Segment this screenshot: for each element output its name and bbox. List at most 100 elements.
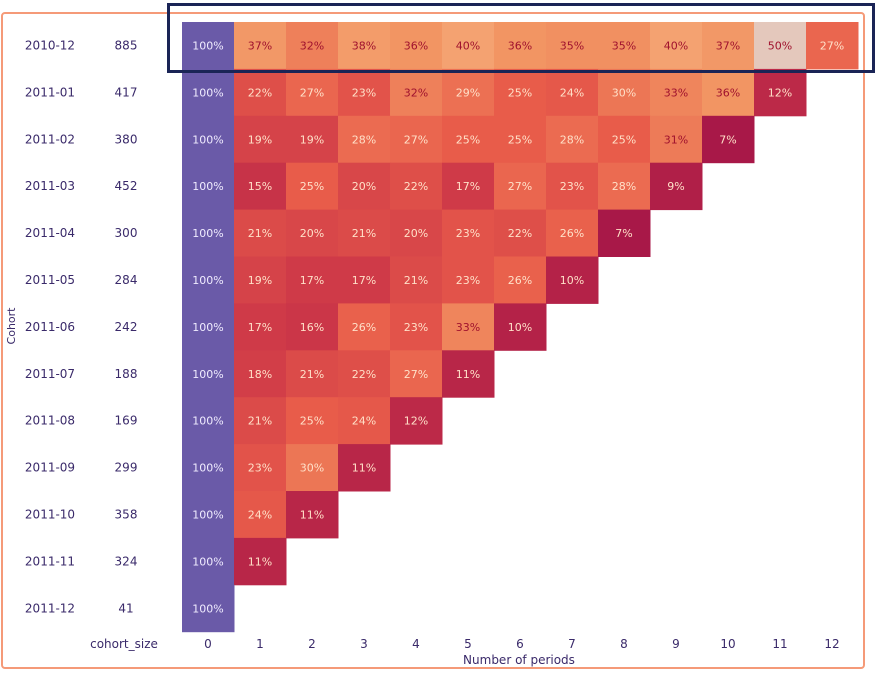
heatmap-cell <box>286 444 339 492</box>
heatmap-cell <box>182 444 235 492</box>
cohort-size-value: 299 <box>115 461 138 475</box>
heatmap-cell <box>182 209 235 257</box>
heatmap-cell <box>598 68 651 117</box>
cohort-label: 2011-07 <box>25 367 75 381</box>
cell-value-label: 19% <box>300 133 324 146</box>
x-axis-label: Number of periods <box>463 653 575 667</box>
cell-value-label: 11% <box>248 555 272 568</box>
cell-value-label: 27% <box>404 368 428 381</box>
cell-value-label: 17% <box>300 274 324 287</box>
cohort-label: 2011-04 <box>25 226 75 240</box>
cell-value-label: 24% <box>352 415 376 428</box>
heatmap-cell <box>182 537 235 586</box>
cell-value-label: 10% <box>508 321 532 334</box>
cell-value-label: 36% <box>404 39 428 52</box>
cell-value-label: 32% <box>300 39 324 52</box>
cell-value-label: 28% <box>560 133 584 146</box>
cell-value-label: 21% <box>352 227 376 240</box>
cohort-label: 2011-03 <box>25 179 75 193</box>
cell-value-label: 100% <box>192 555 223 568</box>
cell-value-label: 23% <box>560 180 584 193</box>
x-tick-label: 7 <box>568 637 576 651</box>
heatmap-cell <box>546 256 599 304</box>
heatmap-cell <box>546 68 599 117</box>
heatmap-cell <box>338 209 391 257</box>
cell-value-label: 28% <box>612 180 636 193</box>
cell-value-label: 23% <box>352 86 376 99</box>
cell-value-label: 100% <box>192 602 223 615</box>
heatmap-cell <box>182 350 235 398</box>
cohort-size-value: 885 <box>115 38 138 52</box>
heatmap-cell <box>702 68 755 117</box>
cell-value-label: 36% <box>508 39 532 52</box>
cell-value-label: 35% <box>612 39 636 52</box>
heatmap-cell <box>338 444 391 492</box>
cell-value-label: 15% <box>248 180 272 193</box>
cell-value-label: 36% <box>716 86 740 99</box>
heatmap-cell <box>494 115 547 164</box>
cohort-label: 2011-06 <box>25 320 75 334</box>
cell-value-label: 33% <box>456 321 480 334</box>
cohort-size-value: 358 <box>115 507 138 521</box>
heatmap-cell <box>286 22 339 70</box>
cell-value-label: 20% <box>300 227 324 240</box>
cohort-size-value: 452 <box>115 179 138 193</box>
cohort-label: 2010-12 <box>25 38 75 52</box>
cohort-size-value: 188 <box>115 367 138 381</box>
heatmap-cell <box>546 162 599 211</box>
heatmap-cell <box>338 115 391 164</box>
heatmap-cell <box>338 256 391 304</box>
cell-value-label: 21% <box>248 227 272 240</box>
cell-value-label: 17% <box>352 274 376 287</box>
cell-value-label: 20% <box>352 180 376 193</box>
cell-value-label: 40% <box>456 39 480 52</box>
heatmap-cell <box>650 115 703 164</box>
x-tick-label: 1 <box>256 637 264 651</box>
heatmap-cell <box>390 22 443 70</box>
cell-value-label: 100% <box>192 321 223 334</box>
heatmap-cell <box>286 162 339 211</box>
x-tick-label: 2 <box>308 637 316 651</box>
heatmap-cell <box>702 115 755 164</box>
heatmap-cell <box>702 22 755 70</box>
cell-value-label: 11% <box>456 368 480 381</box>
heatmap-cell <box>286 68 339 117</box>
cell-value-label: 18% <box>248 368 272 381</box>
heatmap-cell <box>234 350 287 398</box>
cell-value-label: 23% <box>456 227 480 240</box>
cell-value-label: 11% <box>352 462 376 475</box>
heatmap-cell <box>390 256 443 304</box>
cell-value-label: 100% <box>192 227 223 240</box>
cohort-size-value: 169 <box>115 414 138 428</box>
cohort-label: 2011-12 <box>25 601 75 615</box>
cell-value-label: 23% <box>248 462 272 475</box>
cohort-size-column-label: cohort_size <box>90 637 158 651</box>
heatmap-cell <box>338 397 391 445</box>
heatmap-cell <box>598 209 651 257</box>
heatmap-cell <box>338 22 391 70</box>
cohort-size-value: 300 <box>115 226 138 240</box>
cell-value-label: 21% <box>248 415 272 428</box>
heatmap-cell <box>390 209 443 257</box>
heatmap-cell <box>234 303 287 351</box>
cell-value-label: 22% <box>404 180 428 193</box>
heatmap-cell <box>442 303 495 351</box>
cell-value-label: 25% <box>456 133 480 146</box>
cell-value-label: 100% <box>192 274 223 287</box>
cell-value-label: 100% <box>192 368 223 381</box>
heatmap-cell <box>494 68 547 117</box>
cell-value-label: 21% <box>404 274 428 287</box>
cell-value-label: 25% <box>300 180 324 193</box>
cell-value-label: 16% <box>300 321 324 334</box>
cell-value-label: 100% <box>192 39 223 52</box>
heatmap-cell <box>494 22 547 70</box>
cell-value-label: 38% <box>352 39 376 52</box>
heatmap-cell <box>286 397 339 445</box>
cohort-size-value: 242 <box>115 320 138 334</box>
heatmap-cell <box>390 397 443 445</box>
heatmap-cell <box>546 209 599 257</box>
cell-value-label: 27% <box>300 86 324 99</box>
cell-value-label: 50% <box>768 39 792 52</box>
cell-value-label: 23% <box>404 321 428 334</box>
